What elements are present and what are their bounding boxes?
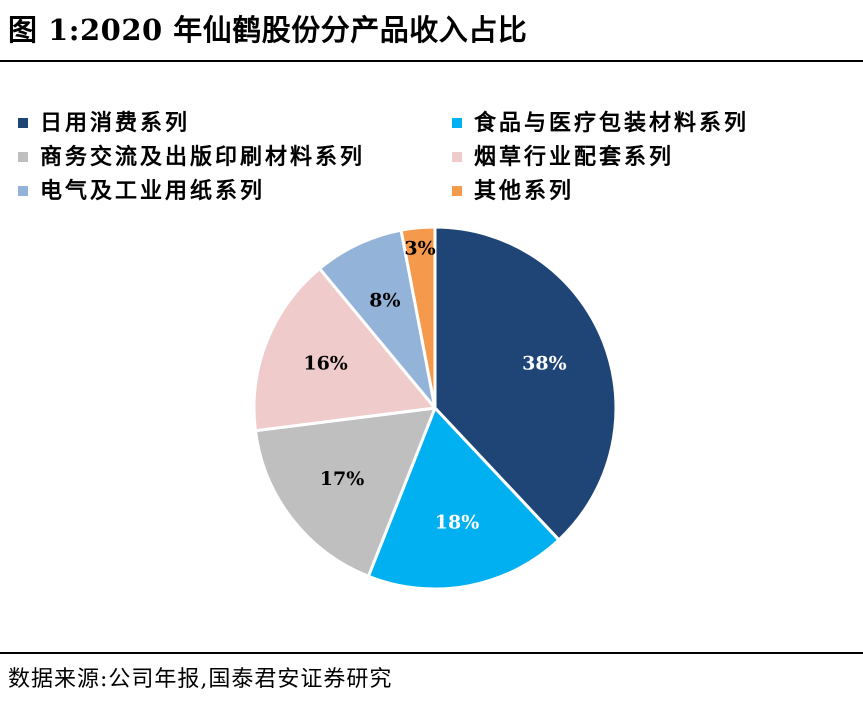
- pie-data-label-3: 17%: [320, 468, 365, 490]
- source-note: 数据来源:公司年报,国泰君安证券研究: [8, 667, 393, 692]
- pie-data-label-6: 3%: [404, 237, 435, 259]
- pie-slice-2: [366, 406, 561, 591]
- chart-legend: 日用消费系列 食品与医疗包装材料系列 商务交流及出版印刷材料系列 烟草行业配套系…: [18, 106, 858, 216]
- legend-swatch: [452, 118, 462, 128]
- pie-slice-4: [252, 267, 437, 433]
- legend-swatch: [18, 118, 28, 128]
- pie-slice-6: [399, 225, 437, 410]
- pie-data-label-2: 18%: [435, 512, 480, 534]
- legend-item-other: 其他系列: [452, 174, 574, 208]
- legend-item-business-printing: 商务交流及出版印刷材料系列: [18, 140, 365, 174]
- legend-swatch: [18, 152, 28, 162]
- legend-item-daily-consumer: 日用消费系列: [18, 106, 190, 140]
- legend-label: 商务交流及出版印刷材料系列: [40, 144, 366, 170]
- source-divider: [0, 652, 863, 654]
- legend-swatch: [452, 152, 462, 162]
- legend-label: 食品与医疗包装材料系列: [474, 110, 750, 136]
- pie-data-label-1: 38%: [522, 353, 567, 375]
- pie-slice-5: [318, 228, 437, 410]
- title-divider: [0, 60, 863, 62]
- legend-swatch: [452, 186, 462, 196]
- legend-label: 电气及工业用纸系列: [40, 178, 266, 204]
- figure-title: 图 1:2020 年仙鹤股份分产品收入占比: [8, 13, 528, 47]
- pie-data-label-5: 8%: [369, 290, 400, 312]
- pie-slice-3: [253, 406, 437, 578]
- legend-label: 日用消费系列: [40, 110, 191, 136]
- legend-item-tobacco: 烟草行业配套系列: [452, 140, 674, 174]
- legend-label: 烟草行业配套系列: [474, 144, 675, 170]
- legend-item-electrical-industrial: 电气及工业用纸系列: [18, 174, 265, 208]
- legend-item-food-medical-packaging: 食品与医疗包装材料系列: [452, 106, 749, 140]
- legend-swatch: [18, 186, 28, 196]
- legend-label: 其他系列: [474, 178, 575, 204]
- pie-slice-1: [433, 225, 618, 542]
- pie-data-label-4: 16%: [303, 353, 348, 375]
